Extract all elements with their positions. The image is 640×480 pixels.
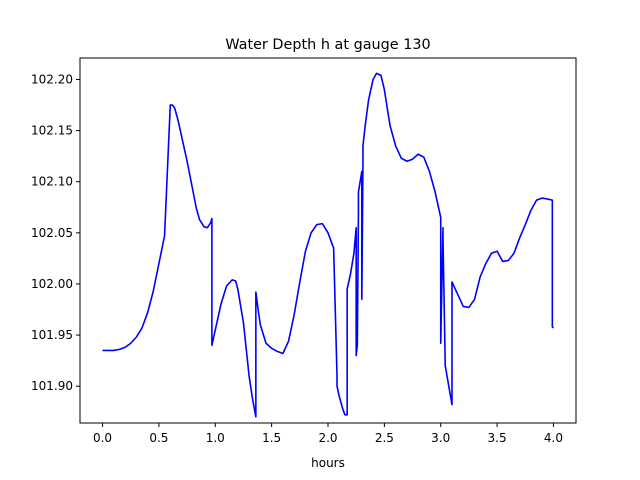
x-axis-ticks: 0.0 0.5 1.0 1.5 2.0 2.5 3.0 3.5 4.0: [93, 423, 563, 445]
x-tick-label: 2.5: [375, 431, 394, 445]
x-tick-label: 1.5: [262, 431, 281, 445]
x-tick-label: 0.0: [93, 431, 112, 445]
y-tick-label: 102.05: [31, 226, 73, 240]
y-tick-label: 101.90: [31, 379, 73, 393]
plot-frame: [79, 57, 577, 424]
plot-area: [102, 72, 554, 418]
y-tick-label: 101.95: [31, 328, 73, 342]
y-tick-label: 102.20: [31, 72, 73, 86]
y-tick-label: 102.15: [31, 124, 73, 138]
y-axis-ticks: 101.90 101.95 102.00 102.05 102.10 102.15 102.…: [31, 72, 80, 393]
y-tick-label: 102.00: [31, 277, 73, 291]
y-tick-label: 102.10: [31, 175, 73, 189]
x-tick-label: 2.0: [318, 431, 337, 445]
x-axis-label: hours: [311, 456, 345, 470]
x-tick-label: 0.5: [149, 431, 168, 445]
x-tick-label: 3.5: [488, 431, 507, 445]
x-tick-label: 1.0: [206, 431, 225, 445]
chart-title: Water Depth h at gauge 130: [225, 37, 430, 53]
x-tick-label: 4.0: [544, 431, 563, 445]
series-line-0: [102, 72, 554, 418]
x-tick-label: 3.0: [431, 431, 450, 445]
